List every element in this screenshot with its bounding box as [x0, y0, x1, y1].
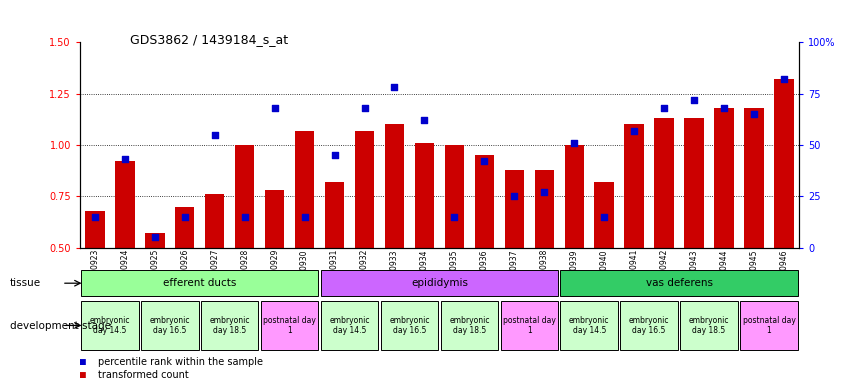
Point — [357, 105, 371, 111]
Bar — [295, 131, 315, 248]
Bar — [325, 182, 344, 248]
Bar — [441, 301, 498, 350]
Bar — [85, 211, 104, 248]
Text: GDS3862 / 1439184_s_at: GDS3862 / 1439184_s_at — [130, 33, 288, 46]
Point — [208, 132, 221, 138]
Point — [418, 117, 431, 123]
Bar — [384, 124, 405, 248]
Bar — [381, 301, 438, 350]
Point — [268, 105, 282, 111]
Text: embryonic
day 18.5: embryonic day 18.5 — [449, 316, 489, 335]
Point — [178, 214, 192, 220]
Text: tissue: tissue — [10, 278, 41, 288]
Text: postnatal day
1: postnatal day 1 — [263, 316, 316, 335]
Bar — [115, 161, 135, 248]
Bar — [205, 194, 225, 248]
Point — [328, 152, 341, 158]
Bar — [320, 301, 378, 350]
Point — [298, 214, 311, 220]
Bar — [81, 270, 319, 296]
Point — [238, 214, 251, 220]
Bar — [81, 301, 139, 350]
Bar — [775, 79, 794, 248]
Point — [597, 214, 611, 220]
Point — [88, 214, 102, 220]
Bar — [654, 118, 674, 248]
Text: ■: ■ — [80, 357, 86, 367]
Text: embryonic
day 16.5: embryonic day 16.5 — [150, 316, 190, 335]
Text: postnatal day
1: postnatal day 1 — [503, 316, 556, 335]
Bar — [714, 108, 734, 248]
Bar — [535, 170, 554, 248]
Bar — [415, 143, 434, 248]
Point — [447, 214, 461, 220]
Bar — [624, 124, 644, 248]
Bar — [355, 131, 374, 248]
Bar — [445, 145, 464, 248]
Bar — [474, 155, 495, 248]
Point — [478, 158, 491, 164]
Bar — [201, 301, 258, 350]
Bar — [145, 233, 165, 248]
Bar — [261, 301, 319, 350]
Point — [627, 127, 641, 134]
Bar — [175, 207, 194, 248]
Bar — [141, 301, 198, 350]
Text: embryonic
day 18.5: embryonic day 18.5 — [689, 316, 729, 335]
Bar — [680, 301, 738, 350]
Text: percentile rank within the sample: percentile rank within the sample — [98, 357, 263, 367]
Point — [568, 140, 581, 146]
Bar — [500, 301, 558, 350]
Text: embryonic
day 16.5: embryonic day 16.5 — [389, 316, 430, 335]
Point — [777, 76, 791, 82]
Point — [717, 105, 731, 111]
Bar — [595, 182, 614, 248]
Point — [118, 156, 131, 162]
Text: embryonic
day 14.5: embryonic day 14.5 — [569, 316, 610, 335]
Point — [687, 97, 701, 103]
Point — [148, 234, 161, 240]
Point — [748, 111, 761, 117]
Text: epididymis: epididymis — [411, 278, 468, 288]
Bar — [564, 145, 584, 248]
Point — [658, 105, 671, 111]
Bar — [560, 301, 618, 350]
Text: embryonic
day 14.5: embryonic day 14.5 — [90, 316, 130, 335]
Text: development stage: development stage — [10, 321, 111, 331]
Bar — [685, 118, 704, 248]
Text: embryonic
day 16.5: embryonic day 16.5 — [629, 316, 669, 335]
Bar — [235, 145, 255, 248]
Bar — [265, 190, 284, 248]
Point — [388, 84, 401, 91]
Bar — [621, 301, 678, 350]
Text: vas deferens: vas deferens — [646, 278, 712, 288]
Text: embryonic
day 18.5: embryonic day 18.5 — [209, 316, 250, 335]
Bar — [740, 301, 798, 350]
Point — [508, 193, 521, 199]
Bar — [505, 170, 524, 248]
Text: embryonic
day 14.5: embryonic day 14.5 — [330, 316, 370, 335]
Bar — [320, 270, 558, 296]
Bar — [744, 108, 764, 248]
Point — [537, 189, 551, 195]
Text: efferent ducts: efferent ducts — [163, 278, 236, 288]
Text: postnatal day
1: postnatal day 1 — [743, 316, 796, 335]
Bar — [560, 270, 798, 296]
Text: transformed count: transformed count — [98, 370, 189, 380]
Text: ■: ■ — [80, 370, 86, 380]
